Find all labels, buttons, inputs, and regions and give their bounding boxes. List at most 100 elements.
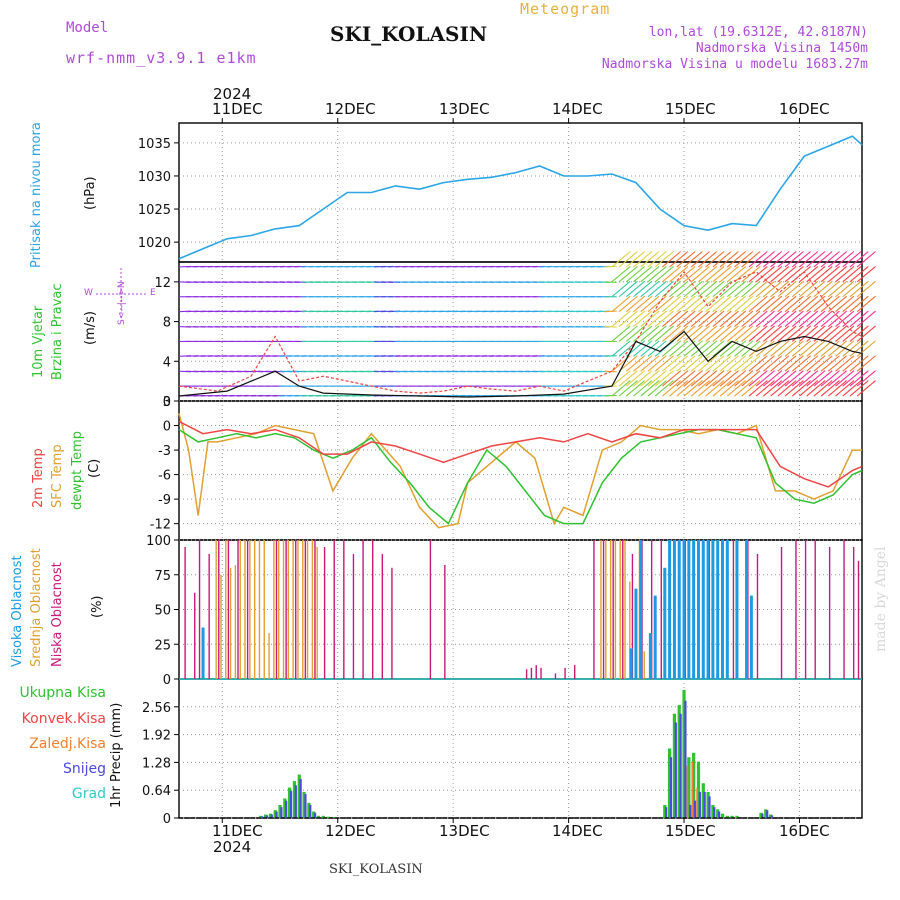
wind-barb	[741, 280, 761, 298]
precip-total-bar	[716, 809, 720, 818]
wind-barb	[662, 355, 682, 372]
pressure-tick-label: 1030	[138, 170, 171, 185]
wind-barb	[770, 251, 790, 268]
wind-barb	[726, 340, 747, 357]
precip-total-bar	[725, 815, 729, 818]
legend-frz: Zaledj.Kisa	[29, 736, 106, 752]
wind-barb	[813, 251, 833, 268]
wind-barb	[835, 265, 855, 283]
precip-snow-bar	[270, 814, 273, 818]
wind-barb	[662, 251, 682, 268]
model-altitude-label: Nadmorska Visina u modelu 1683.27m	[601, 57, 868, 72]
wind-barb	[770, 325, 790, 342]
precip-total-bar	[321, 815, 325, 818]
wind-barb	[849, 251, 869, 268]
wind-barb	[690, 370, 710, 387]
wind-barb	[726, 251, 747, 268]
wind-barb	[827, 325, 848, 342]
wind-barb	[763, 310, 783, 327]
precip-snow-bar	[689, 804, 692, 818]
wind-barb	[777, 251, 797, 268]
wind-barb	[654, 370, 674, 387]
wind-barb	[748, 251, 768, 268]
cloud-high-bar	[749, 595, 753, 679]
wind-barb	[763, 265, 783, 283]
wind-barb	[770, 280, 790, 298]
cloud-high-bar	[745, 540, 749, 679]
wind-barb	[820, 355, 840, 372]
precip-frz-bar	[686, 765, 689, 818]
wind-barb	[654, 325, 674, 342]
compass-e: E	[150, 288, 156, 298]
precip-total-bar	[759, 812, 763, 818]
wind-barb	[777, 380, 797, 397]
wind-barb	[662, 380, 682, 397]
cloud-high-bar	[648, 633, 652, 679]
wind-barb	[690, 380, 710, 397]
wind-barb	[835, 280, 855, 298]
wind-barb	[705, 380, 725, 397]
wind-barb	[633, 340, 653, 357]
cloud-tick-label: 50	[154, 604, 171, 619]
wind-barb	[705, 355, 725, 372]
wind-barb	[726, 280, 747, 298]
wind-barb	[676, 310, 696, 327]
wind-barb	[849, 265, 869, 283]
wind-barb	[712, 370, 732, 387]
wind-barb	[799, 340, 819, 357]
temp-sfc-line	[178, 413, 862, 529]
wind-barb	[856, 370, 876, 387]
wind-barb	[712, 380, 732, 397]
wind-barb	[683, 295, 703, 313]
wind-barb	[842, 340, 862, 357]
temp-tick-label: -9	[158, 493, 171, 508]
wind-barb	[842, 280, 862, 298]
wind-barb	[777, 265, 797, 283]
wind-barb	[726, 355, 747, 372]
wind-barb	[820, 251, 840, 268]
wind-barb	[705, 251, 725, 268]
wind-barb	[827, 280, 848, 298]
precip-total-bar	[687, 757, 691, 818]
pressure-tick-label: 1035	[138, 137, 171, 152]
wind-barb	[835, 251, 855, 268]
wind-barb	[799, 355, 819, 372]
wind-barb	[698, 310, 718, 327]
wind-barb	[784, 265, 804, 283]
wind-barb	[690, 325, 710, 342]
precip-snow-bar	[289, 791, 293, 818]
wind-barb	[827, 340, 848, 357]
wind-tick-label: 4	[163, 355, 171, 370]
top-day-label-11: 11DEC	[212, 100, 263, 118]
wind-barb	[705, 280, 725, 298]
wind-barb	[698, 265, 718, 283]
precip-snow-bar	[665, 807, 668, 818]
wind-barb	[618, 310, 638, 327]
wind-barb	[698, 355, 718, 372]
wind-barb	[820, 380, 840, 397]
temp-tick-label: -12	[150, 518, 171, 533]
cloud-high-bar	[696, 540, 700, 679]
top-year-label: 2024	[213, 85, 252, 103]
wind-barb	[842, 310, 862, 327]
wind-barb	[690, 340, 710, 357]
wind-barb	[827, 310, 848, 327]
wind-barb	[835, 370, 855, 387]
cloud-high-bar	[701, 540, 705, 679]
wind-tick-label: 12	[154, 276, 171, 291]
wind-barb	[618, 370, 638, 387]
wind-barb	[748, 380, 768, 397]
wind-barb	[842, 325, 862, 342]
cloud-high-bar	[629, 648, 633, 679]
wind-barb	[611, 325, 631, 342]
wind-barb	[618, 280, 638, 298]
wind-barb	[654, 355, 674, 372]
cloud-high-bar	[725, 540, 729, 679]
wind-barb	[719, 370, 739, 387]
wind-barb	[741, 325, 761, 342]
wind-barb	[712, 310, 732, 327]
wind-barb	[676, 370, 696, 387]
wind-barb	[813, 355, 833, 372]
wind-tick-label: 8	[163, 316, 171, 331]
precip-tick-label: 2.56	[142, 701, 171, 716]
